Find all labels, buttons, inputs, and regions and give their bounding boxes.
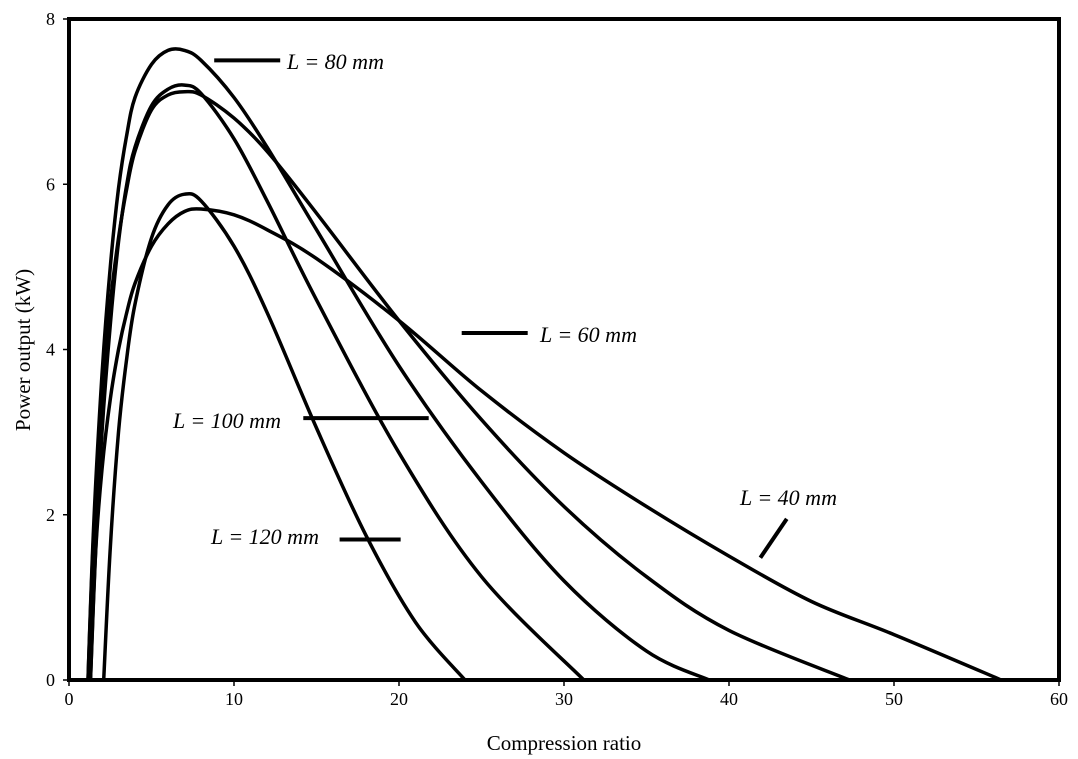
x-tick-label: 50 bbox=[885, 689, 903, 709]
y-axis-title: Power output (kW) bbox=[11, 269, 35, 431]
series-line-2 bbox=[86, 89, 852, 682]
series-line-5 bbox=[101, 191, 467, 682]
x-tick-label: 10 bbox=[225, 689, 243, 709]
x-axis-title: Compression ratio bbox=[487, 731, 642, 755]
y-tick-label: 4 bbox=[46, 340, 55, 360]
y-tick-label: 2 bbox=[46, 505, 55, 525]
annotation-pointer-5 bbox=[758, 517, 789, 559]
y-tick-label: 8 bbox=[46, 9, 55, 29]
axis-ticks: 0 10 20 30 40 50 60 0 2 4 6 8 bbox=[46, 9, 1068, 709]
x-tick-label: 30 bbox=[555, 689, 573, 709]
series-line-3 bbox=[86, 47, 711, 682]
annotation-label-60mm: L = 60 mm bbox=[539, 322, 637, 347]
annotation-pointers bbox=[214, 58, 789, 559]
series-lines bbox=[86, 47, 1004, 682]
y-tick-label: 0 bbox=[46, 670, 55, 690]
x-tick-label: 60 bbox=[1050, 689, 1068, 709]
y-tick-label: 6 bbox=[46, 174, 55, 194]
annotation-label-100mm: L = 100 mm bbox=[172, 408, 281, 433]
series-line-4 bbox=[88, 83, 586, 682]
x-tick-label: 20 bbox=[390, 689, 408, 709]
annotation-label-40mm: L = 40 mm bbox=[739, 485, 837, 510]
annotation-label-80mm: L = 80 mm bbox=[286, 49, 384, 74]
series-line-1 bbox=[88, 207, 1004, 682]
x-tick-label: 40 bbox=[720, 689, 738, 709]
x-tick-label: 0 bbox=[65, 689, 74, 709]
annotation-label-120mm: L = 120 mm bbox=[210, 524, 319, 549]
